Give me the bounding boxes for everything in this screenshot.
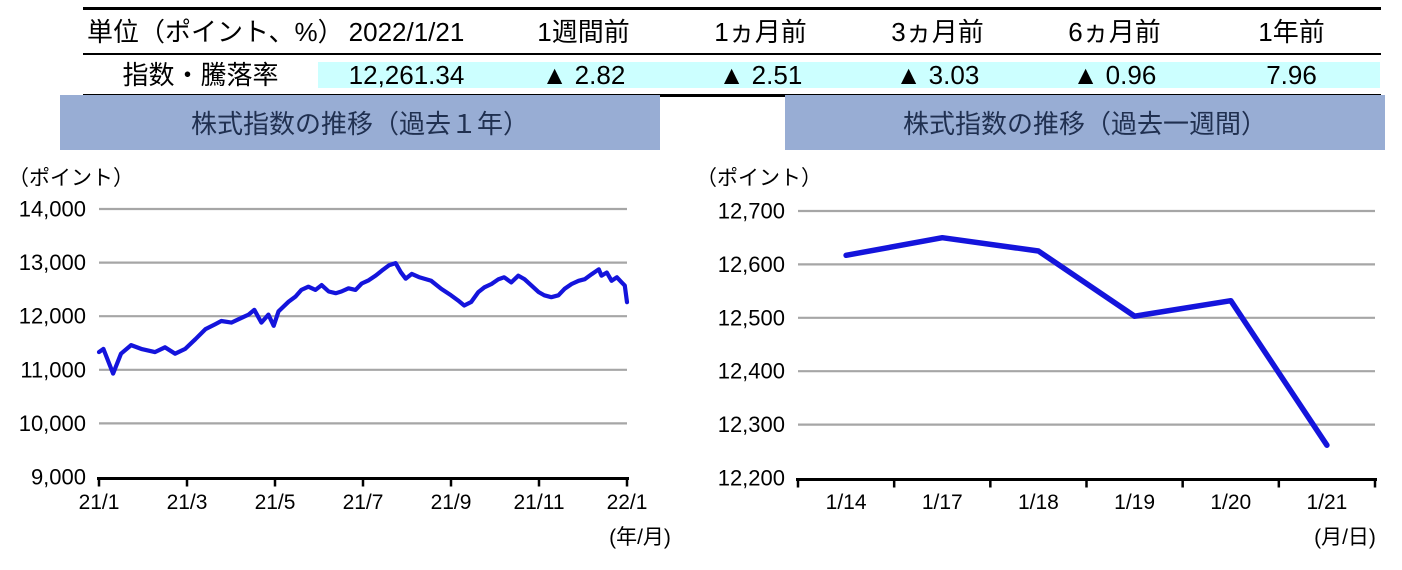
x-tick-label: 21/7 [343,491,384,514]
one-year-chart-title-banner: 株式指数の推移（過去１年） [60,95,660,150]
y-tick-label: 12,600 [718,252,785,277]
y-tick-label: 12,400 [718,359,785,384]
header-cell-3month: 3ヵ月前 [891,16,984,47]
table-header-row: 単位（ポイント、%） 2022/1/21 1週間前 1ヵ月前 3ヵ月前 6ヵ月前… [83,10,1381,55]
header-cell-date: 2022/1/21 [348,16,465,47]
x-tick-label: 1/20 [1210,491,1251,514]
y-tick-label: 11,000 [20,357,86,382]
y-tick-label: 12,200 [718,466,785,491]
x-tick-label: 21/11 [514,491,565,514]
x-tick-label: 21/5 [255,491,296,514]
summary-table: 単位（ポイント、%） 2022/1/21 1週間前 1ヵ月前 3ヵ月前 6ヵ月前… [83,7,1381,97]
y-tick-label: 10,000 [19,411,86,436]
x-axis-note: (年/月) [609,526,671,549]
value-cell-index: 12,261.34 [318,61,495,88]
value-cell-1year-change: 7.96 [1203,61,1380,88]
one-year-chart: （ポイント） 9,000 10,000 11,000 12,000 13,000 14,00… [8,167,671,549]
one-week-chart: （ポイント） 12,200 12,300 12,400 12,500 12,600 12,7… [696,167,1377,549]
x-tick-label: 21/9 [431,491,472,514]
index-line-series [843,234,1330,448]
y-axis-unit-label: （ポイント） [696,167,822,190]
table-value-row: 指数・騰落率 12,261.34 ▲ 2.82 ▲ 2.51 ▲ 3.03 ▲ … [83,55,1381,94]
y-tick-label: 13,000 [19,250,86,275]
x-axis-note: (月/日) [1314,526,1376,549]
one-year-chart-title: 株式指数の推移（過去１年） [190,109,529,139]
x-tick-label: 1/18 [1018,491,1059,514]
x-tick-label: 1/21 [1306,491,1347,514]
y-tick-label: 12,300 [718,412,785,437]
one-week-chart-title-banner: 株式指数の推移（過去一週間） [785,95,1385,150]
x-tick-label: 1/17 [922,491,963,514]
y-tick-label: 14,000 [19,197,86,222]
x-tick-label: 21/1 [79,491,120,514]
row-label: 指数・騰落率 [122,59,279,90]
x-tick-label: 21/3 [167,491,208,514]
x-tick-label: 22/1 [607,491,648,514]
y-tick-label: 12,000 [19,304,86,329]
header-cell-6month: 6ヵ月前 [1068,16,1161,47]
value-cell-1week-change: ▲ 2.82 [495,61,672,88]
header-cell-1month: 1ヵ月前 [714,16,807,47]
value-cell-1month-change: ▲ 2.51 [672,61,849,88]
x-tick-label: 1/19 [1114,491,1155,514]
y-tick-label: 12,700 [718,199,785,224]
y-axis-unit-label: （ポイント） [8,167,134,190]
header-cell-unit: 単位（ポイント、%） [87,16,344,47]
y-tick-label: 12,500 [718,305,785,330]
x-tick-label: 1/14 [826,491,867,514]
header-cell-1week: 1週間前 [537,16,630,47]
value-cell-3month-change: ▲ 3.03 [849,61,1026,88]
value-cell-6month-change: ▲ 0.96 [1026,61,1203,88]
index-line-series [96,260,630,376]
header-cell-1year: 1年前 [1258,16,1325,47]
y-tick-label: 9,000 [31,465,86,490]
one-week-chart-title: 株式指数の推移（過去一週間） [902,109,1267,139]
